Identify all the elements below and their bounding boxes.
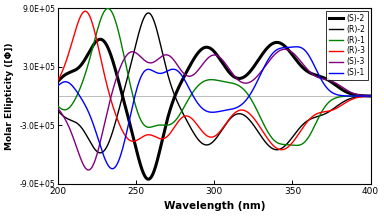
Line: (R)-1: (R)-1 — [58, 8, 371, 145]
(R)-2 — [88, 140, 92, 143]
(R)-1 — [306, 137, 310, 139]
Legend: (S)-2, (R)-2, (R)-1, (R)-3, (S)-3, (S)-1: (S)-2, (R)-2, (R)-1, (R)-3, (S)-3, (S)-1 — [326, 11, 368, 80]
(R)-1 — [300, 143, 305, 145]
Line: (R)-2: (R)-2 — [58, 13, 371, 153]
(R)-1 — [106, 7, 110, 10]
(S)-2 — [271, 42, 276, 44]
X-axis label: Wavelength (nm): Wavelength (nm) — [164, 201, 265, 211]
(R)-2 — [194, 136, 199, 138]
(R)-3 — [182, 115, 187, 118]
(S)-1 — [110, 167, 115, 170]
(S)-2 — [306, 70, 310, 73]
(R)-1 — [368, 95, 373, 97]
(R)-1 — [182, 105, 187, 107]
(R)-3 — [56, 79, 60, 82]
(R)-1 — [271, 138, 275, 140]
(S)-2 — [88, 49, 92, 52]
(S)-1 — [88, 114, 92, 116]
Line: (R)-3: (R)-3 — [58, 11, 371, 150]
(S)-3 — [56, 107, 60, 110]
(S)-2 — [146, 178, 151, 181]
(S)-1 — [194, 99, 198, 102]
(R)-2 — [271, 148, 276, 150]
(R)-2 — [300, 124, 305, 126]
Y-axis label: Molar Ellipticity ([Φ]): Molar Ellipticity ([Φ]) — [5, 42, 14, 150]
(R)-3 — [194, 122, 198, 124]
(R)-3 — [368, 95, 373, 97]
(S)-3 — [194, 71, 198, 74]
(R)-3 — [271, 144, 275, 146]
(R)-2 — [183, 116, 187, 119]
(S)-2 — [194, 54, 199, 57]
(S)-3 — [88, 168, 93, 171]
(S)-1 — [300, 47, 305, 50]
(R)-2 — [146, 12, 151, 14]
(R)-3 — [306, 120, 310, 122]
(S)-2 — [183, 74, 187, 76]
(S)-2 — [98, 38, 103, 41]
(R)-3 — [88, 16, 93, 19]
(S)-3 — [182, 73, 187, 76]
(S)-1 — [271, 52, 275, 54]
(R)-3 — [300, 127, 305, 130]
(R)-2 — [368, 95, 373, 97]
Line: (S)-3: (S)-3 — [58, 49, 371, 170]
(S)-1 — [368, 95, 373, 97]
(S)-3 — [306, 69, 310, 71]
(S)-3 — [86, 169, 91, 171]
(S)-3 — [271, 55, 275, 58]
(R)-1 — [194, 87, 198, 89]
(S)-1 — [306, 53, 310, 56]
(S)-3 — [282, 48, 287, 51]
(R)-3 — [83, 10, 88, 13]
(S)-1 — [294, 46, 299, 48]
(R)-1 — [294, 144, 299, 147]
(S)-3 — [300, 62, 305, 65]
(R)-2 — [306, 119, 310, 122]
(S)-2 — [368, 95, 373, 97]
(S)-2 — [56, 80, 60, 83]
(R)-2 — [56, 110, 60, 112]
(R)-1 — [88, 57, 92, 60]
(R)-2 — [98, 152, 103, 154]
(R)-3 — [279, 148, 284, 151]
(S)-1 — [56, 84, 60, 87]
Line: (S)-2: (S)-2 — [58, 39, 371, 179]
(S)-1 — [182, 79, 187, 81]
(S)-3 — [368, 95, 373, 97]
Line: (S)-1: (S)-1 — [58, 47, 371, 169]
(S)-2 — [300, 66, 305, 68]
(R)-1 — [56, 105, 60, 108]
